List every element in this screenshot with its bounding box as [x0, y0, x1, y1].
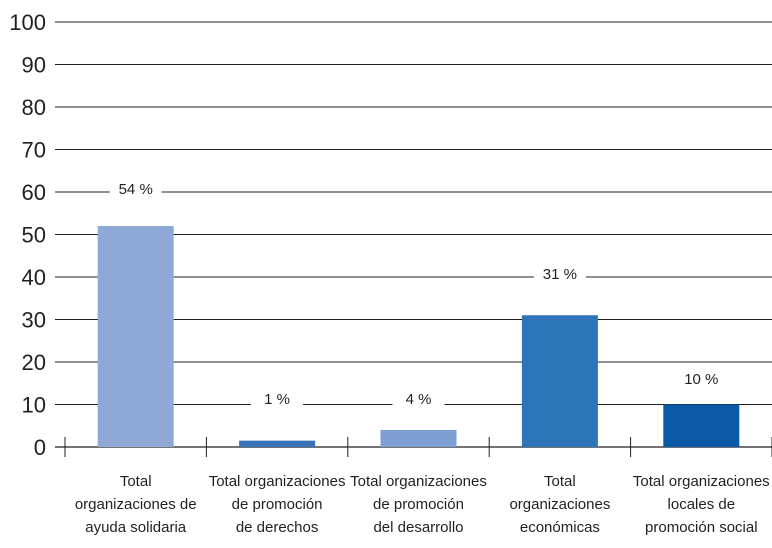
- y-tick-label: 0: [34, 435, 46, 460]
- y-tick-label: 10: [22, 393, 46, 418]
- category-label: Total: [120, 473, 152, 490]
- category-label: Total organizaciones: [633, 473, 770, 490]
- y-tick-label: 50: [22, 223, 46, 248]
- data-label: 54 %: [119, 181, 153, 198]
- data-label-background: [392, 388, 445, 410]
- y-tick-label: 80: [22, 95, 46, 120]
- y-tick-label: 70: [22, 138, 46, 163]
- category-label: del desarrollo: [373, 519, 463, 536]
- category-label: de promoción: [373, 496, 464, 513]
- data-label: 1 %: [264, 391, 290, 408]
- bar: [663, 404, 740, 447]
- y-tick-label: 60: [22, 180, 46, 205]
- y-tick-label: 90: [22, 53, 46, 78]
- y-tick-label: 100: [9, 10, 46, 35]
- y-tick-label: 40: [22, 265, 46, 290]
- data-label: 10 %: [684, 371, 718, 388]
- category-label: promoción social: [645, 519, 758, 536]
- category-label: locales de: [668, 496, 736, 513]
- data-label: 4 %: [406, 391, 432, 408]
- category-label: organizaciones de: [75, 496, 197, 513]
- y-tick-label: 20: [22, 350, 46, 375]
- data-label-background: [533, 263, 586, 285]
- bar: [97, 226, 174, 447]
- data-label-background: [251, 388, 304, 410]
- category-label: ayuda solidaria: [85, 519, 187, 536]
- category-label: organizaciones: [509, 496, 610, 513]
- category-label: económicas: [520, 519, 600, 536]
- data-label-background: [675, 368, 728, 390]
- data-label: 31 %: [543, 266, 577, 283]
- category-label: Total organizaciones: [209, 473, 346, 490]
- y-tick-label: 30: [22, 308, 46, 333]
- category-label: Total organizaciones: [350, 473, 487, 490]
- category-label: de derechos: [236, 519, 319, 536]
- bar: [521, 315, 598, 447]
- bar: [380, 430, 457, 447]
- category-label: de promoción: [232, 496, 323, 513]
- data-label-background: [109, 178, 162, 200]
- category-label: Total: [544, 473, 576, 490]
- bar: [239, 440, 316, 447]
